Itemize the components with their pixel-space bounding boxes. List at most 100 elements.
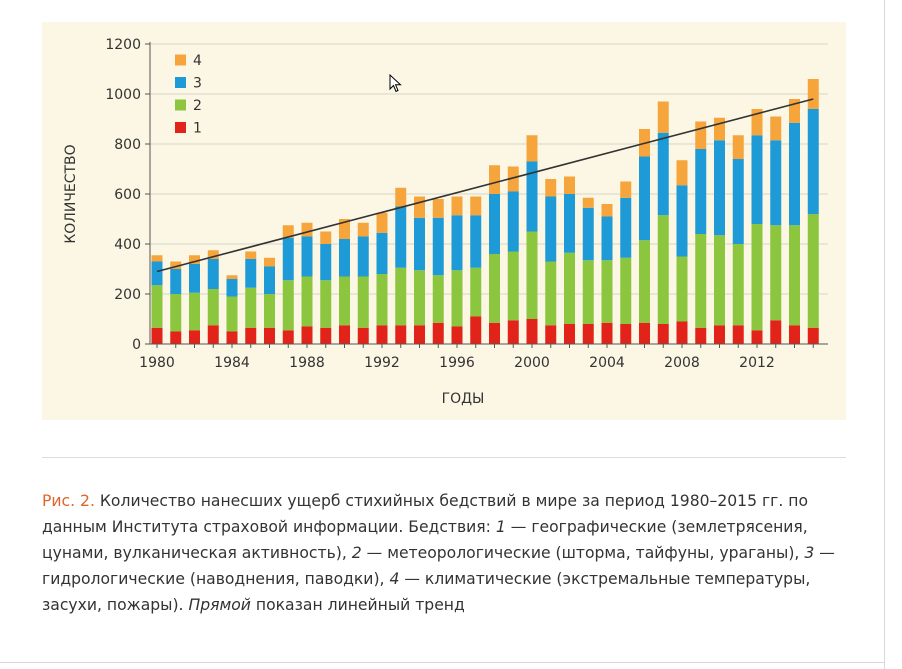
bar-1997-series-3 (470, 215, 482, 268)
bar-1986-series-1 (264, 327, 275, 344)
y-axis-label: КОЛИЧЕСТВО (63, 144, 79, 243)
bar-1994-series-1 (414, 325, 425, 344)
bar-2009-series-3 (695, 149, 707, 234)
bar-1992-series-4 (376, 212, 388, 233)
bar-1998-series-1 (489, 322, 500, 344)
bar-2013-series-2 (770, 225, 782, 321)
bar-1991-series-1 (357, 327, 369, 344)
bar-2012-series-2 (751, 224, 763, 331)
x-tick-label-2000: 2000 (514, 355, 550, 371)
caption-text-3: — метеорологические (шторма, тайфуны, ур… (361, 544, 805, 562)
bar-1991-series-3 (357, 236, 369, 277)
bar-1990-series-1 (339, 325, 350, 344)
bar-2003-series-2 (582, 260, 594, 324)
stacked-bar-chart: 0 200 400 600 800 1000 1200 1980 1984 1988 1992 199… (63, 37, 828, 407)
bar-2012-series-1 (751, 330, 763, 344)
bar-2005-series-4 (620, 181, 632, 198)
bar-1999-series-3 (507, 191, 519, 252)
bar-2004-series-2 (601, 260, 613, 323)
frame-bottom-border (0, 662, 885, 663)
bar-2011-series-1 (732, 325, 744, 344)
bar-1993-series-2 (395, 267, 407, 326)
legend-label-2: 2 (193, 98, 202, 114)
bar-1986-series-3 (264, 266, 275, 294)
x-tick-label-1980: 1980 (139, 355, 175, 371)
bar-2009-series-1 (695, 327, 707, 344)
bar-2005-series-2 (620, 257, 632, 324)
bar-1987-series-3 (282, 237, 294, 281)
bar-1981-series-4 (170, 261, 182, 269)
bar-2007-series-1 (657, 324, 669, 344)
bar-2006-series-1 (639, 322, 650, 344)
bar-1984-series-4 (226, 275, 238, 279)
legend-swatch-1 (175, 122, 186, 133)
bar-2011-series-2 (732, 244, 744, 326)
bar-1991-series-4 (357, 222, 369, 237)
bar-1998-series-2 (489, 254, 500, 323)
bar-2001-series-3 (545, 196, 557, 262)
mouse-cursor-icon (389, 74, 402, 93)
x-tick-label-2004: 2004 (589, 355, 625, 371)
bars (151, 79, 819, 344)
bar-1990-series-4 (339, 219, 350, 239)
bar-1980-series-1 (151, 327, 163, 344)
bar-1988-series-2 (301, 276, 313, 327)
caption-number-2: 2 (351, 544, 362, 562)
y-tick-label-1200: 1200 (105, 37, 141, 53)
bar-1988-series-4 (301, 222, 313, 237)
x-tick-label-1988: 1988 (289, 355, 325, 371)
bar-1993-series-4 (395, 187, 407, 207)
bar-2004-series-1 (601, 322, 613, 344)
bar-2010-series-3 (714, 140, 725, 236)
bar-2014-series-1 (789, 325, 800, 344)
caption-text-4: — гидрологические (наводнения, паводки), (42, 544, 835, 588)
bar-2009-series-4 (695, 121, 707, 149)
bar-2013-series-1 (770, 320, 782, 344)
bar-1989-series-4 (320, 231, 332, 244)
bar-2000-series-4 (526, 135, 538, 162)
bar-2003-series-4 (582, 197, 594, 208)
bar-2008-series-1 (676, 321, 688, 344)
bar-2001-series-1 (545, 325, 557, 344)
bar-2012-series-3 (751, 135, 763, 224)
y-tick-label-200: 200 (114, 287, 141, 303)
bar-2014-series-2 (789, 225, 800, 326)
bar-2006-series-3 (639, 156, 650, 241)
bar-1982-series-1 (189, 330, 200, 344)
bar-1998-series-4 (489, 165, 500, 194)
bar-1993-series-3 (395, 206, 407, 268)
bar-2000-series-3 (526, 161, 538, 232)
bar-2001-series-2 (545, 261, 557, 326)
bar-1988-series-3 (301, 236, 313, 277)
bar-1981-series-2 (170, 294, 182, 332)
bar-2002-series-2 (564, 252, 575, 324)
bar-1987-series-2 (282, 280, 294, 331)
bar-1989-series-2 (320, 280, 332, 328)
bar-1995-series-4 (432, 199, 444, 218)
frame-right-border (884, 0, 885, 669)
bar-2015-series-3 (807, 109, 819, 214)
bar-2006-series-2 (639, 240, 650, 323)
figure-caption: Рис. 2. Количество нанесших ущерб стихий… (42, 488, 842, 618)
bar-1992-series-3 (376, 232, 388, 274)
bar-1996-series-1 (451, 326, 463, 344)
bar-2007-series-4 (657, 101, 669, 133)
x-tick-label-1992: 1992 (364, 355, 400, 371)
bar-1982-series-3 (189, 264, 200, 293)
bar-1980-series-3 (151, 261, 163, 286)
legend-label-1: 1 (193, 121, 202, 137)
caption-text-1: Количество нанесших ущерб стихийных бедс… (42, 492, 809, 536)
bar-1990-series-2 (339, 276, 350, 326)
caption-text-6: показан линейный тренд (250, 596, 465, 614)
y-tick-label-1000: 1000 (105, 87, 141, 103)
legend-swatch-4 (175, 54, 186, 66)
bar-1986-series-4 (264, 257, 275, 267)
caption-divider (42, 457, 846, 458)
bar-1994-series-3 (414, 217, 425, 271)
bar-1997-series-1 (470, 316, 482, 344)
bar-1996-series-3 (451, 215, 463, 271)
caption-number-3: 3 (804, 544, 815, 562)
bar-1985-series-3 (245, 259, 257, 288)
bar-2008-series-3 (676, 185, 688, 257)
bar-1982-series-2 (189, 292, 200, 331)
